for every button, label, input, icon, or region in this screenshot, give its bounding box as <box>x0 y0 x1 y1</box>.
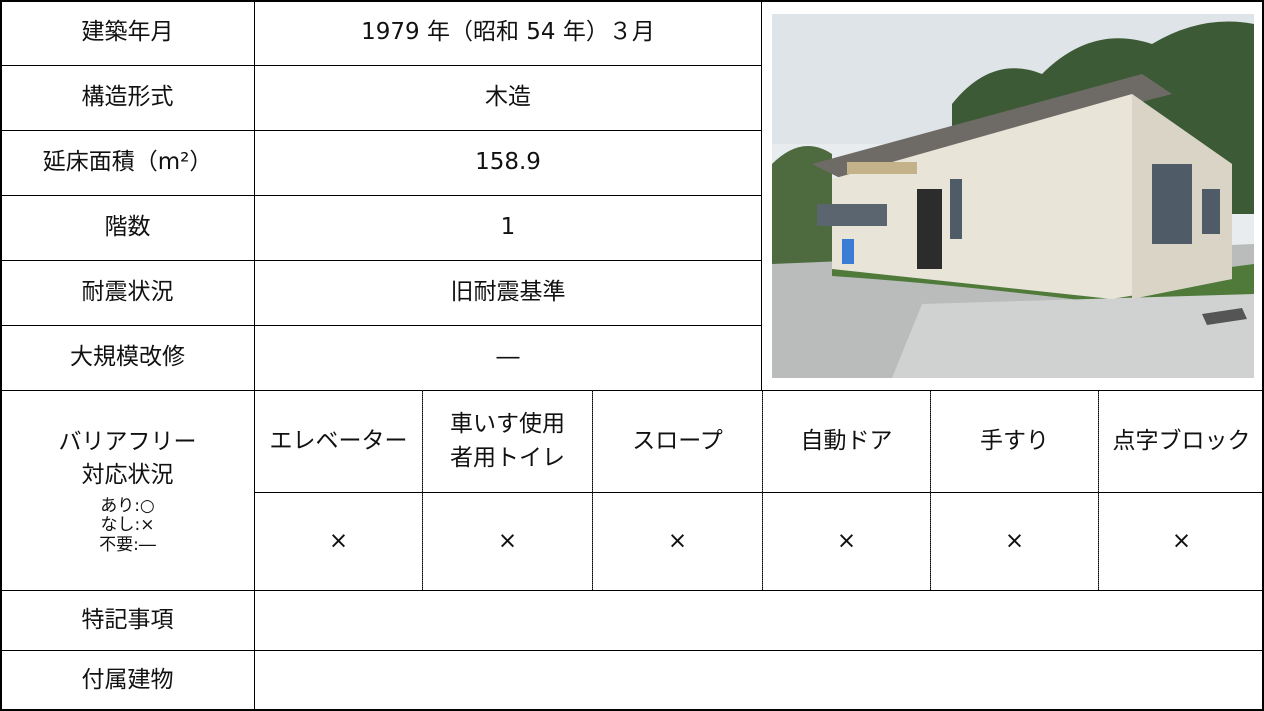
item-status-cell: × <box>762 492 931 591</box>
row-value-cell: 158.9 <box>254 130 762 196</box>
row-label-cell: 建築年月 <box>0 0 255 66</box>
item-name-cell: 点字ブロック <box>1098 390 1264 493</box>
item-name-cell: エレベーター <box>254 390 423 493</box>
row-value-cell: 1 <box>254 195 762 261</box>
item-status-cell: × <box>254 492 423 591</box>
annex-label-cell: 付属建物 <box>0 650 255 711</box>
item-status-cell: × <box>1098 492 1264 591</box>
item-name: 手すり <box>980 427 1049 454</box>
notes-value-cell <box>254 590 1264 651</box>
barrier-free-label-cell: バリアフリー 対応状況あり:○ なし:× 不要:― <box>0 390 255 591</box>
annex-value-cell <box>254 650 1264 711</box>
item-status: × <box>1004 527 1025 554</box>
item-status-cell: × <box>592 492 763 591</box>
row-value-cell: 旧耐震基準 <box>254 260 762 326</box>
item-name-cell: 自動ドア <box>762 390 931 493</box>
item-name: 車いす使用 <box>450 411 565 438</box>
item-status: × <box>667 527 688 554</box>
annex-label: 付属建物 <box>81 666 174 693</box>
row-label-cell: 階数 <box>0 195 255 261</box>
building-photo <box>771 13 1254 378</box>
barrier-free-label: 対応状況 <box>81 462 174 489</box>
row-value-cell: ― <box>254 325 762 391</box>
row-value-cell: 1979 年（昭和 54 年）３月 <box>254 0 762 66</box>
row-label: 耐震状況 <box>81 279 174 306</box>
item-name: 者用トイレ <box>450 444 565 471</box>
row-value: 1979 年（昭和 54 年）３月 <box>361 19 655 46</box>
item-status: × <box>836 527 857 554</box>
notes-label: 特記事項 <box>81 606 174 633</box>
row-value-cell: 木造 <box>254 65 762 131</box>
row-value: 1 <box>500 214 516 241</box>
row-value: 旧耐震基準 <box>450 279 566 306</box>
legend-item: 不要:― <box>99 534 156 555</box>
item-name: 自動ドア <box>800 427 893 454</box>
row-label: 建築年月 <box>81 19 174 46</box>
barrier-free-label: バリアフリー <box>58 428 197 455</box>
item-name-cell: スロープ <box>592 390 763 493</box>
row-value: ― <box>496 344 520 371</box>
row-label: 延床面積（m²） <box>42 149 213 176</box>
notes-label-cell: 特記事項 <box>0 590 255 651</box>
item-status: × <box>1171 527 1192 554</box>
legend: あり:○ なし:× 不要:― <box>99 495 156 556</box>
item-status: × <box>497 527 518 554</box>
item-name: スロープ <box>632 427 723 454</box>
item-status: × <box>328 527 349 554</box>
item-name-cell: 手すり <box>930 390 1099 493</box>
legend-item: なし:× <box>100 515 155 536</box>
row-label-cell: 大規模改修 <box>0 325 255 391</box>
row-value: 158.9 <box>475 149 541 176</box>
row-label-cell: 延床面積（m²） <box>0 130 255 196</box>
row-label-cell: 構造形式 <box>0 65 255 131</box>
legend-item: あり:○ <box>100 495 155 516</box>
item-name-cell: 車いす使用者用トイレ <box>422 390 593 493</box>
item-status-cell: × <box>930 492 1099 591</box>
item-name: エレベーター <box>269 427 408 454</box>
row-label: 大規模改修 <box>70 344 185 371</box>
photo-cell <box>761 0 1264 391</box>
item-status-cell: × <box>422 492 593 591</box>
row-label-cell: 耐震状況 <box>0 260 255 326</box>
row-value: 木造 <box>485 84 531 111</box>
row-label: 階数 <box>104 214 151 241</box>
row-label: 構造形式 <box>81 84 174 111</box>
item-name: 点字ブロック <box>1112 427 1251 454</box>
